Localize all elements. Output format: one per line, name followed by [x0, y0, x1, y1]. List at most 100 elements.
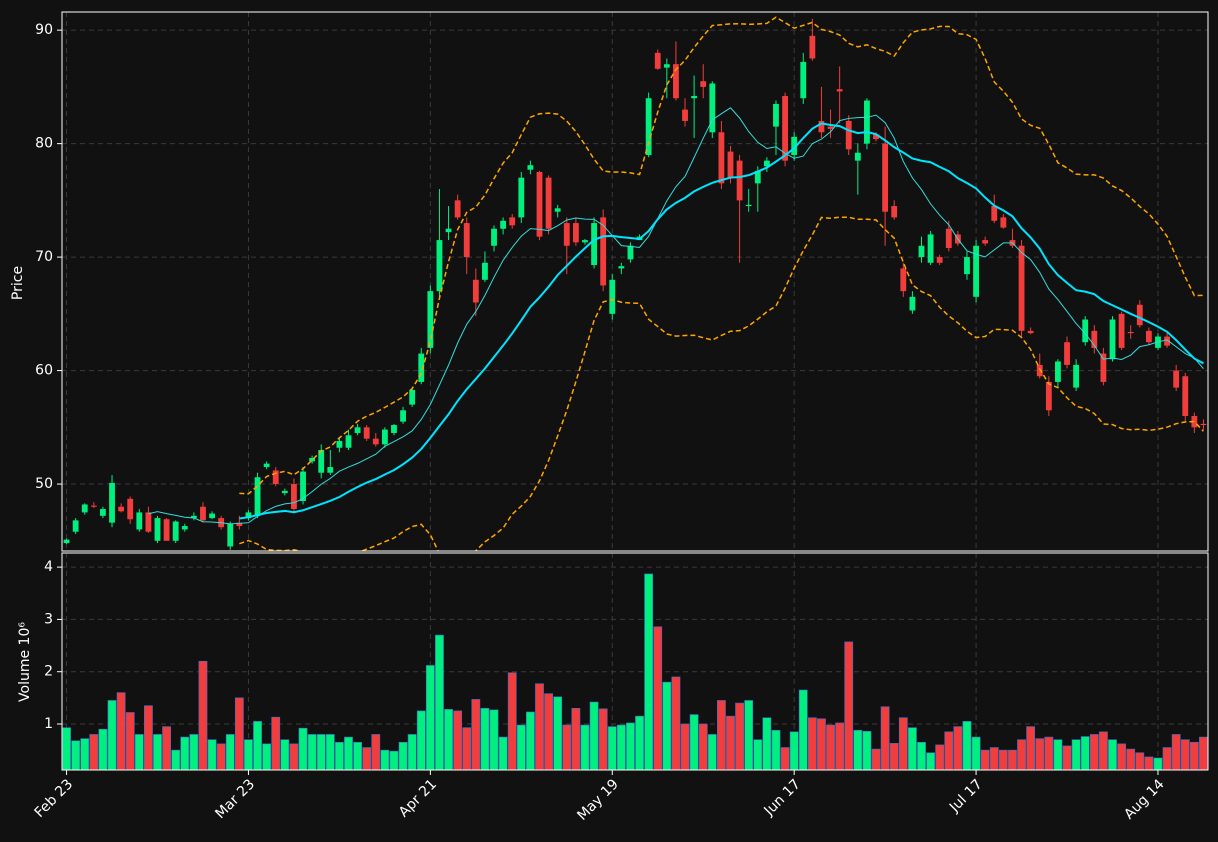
y-tick-label: 80	[35, 136, 53, 152]
volume-bar	[125, 712, 135, 770]
volume-bar	[635, 715, 644, 770]
candle-body	[854, 152, 861, 161]
volume-bar	[589, 701, 599, 770]
volume-bar	[244, 739, 253, 770]
candle-body	[873, 134, 879, 140]
volume-bar	[935, 744, 945, 770]
volume-bar	[498, 736, 508, 770]
volume-bar	[1071, 739, 1081, 770]
candle-body	[673, 64, 679, 99]
price-frame	[61, 11, 1209, 552]
volume-bar	[1126, 748, 1136, 770]
candle-body	[254, 477, 261, 516]
candle-body	[627, 245, 634, 260]
candle-body	[445, 228, 452, 233]
volume-bar	[180, 736, 190, 770]
volume-bar	[826, 724, 835, 770]
candle-body	[600, 217, 607, 286]
volume-axis-label: Volume 10⁶	[17, 622, 33, 702]
candle-body	[1182, 376, 1189, 416]
volume-bar	[680, 723, 690, 770]
candle-body	[973, 245, 979, 297]
volume-bar	[1135, 752, 1145, 770]
candle-body	[181, 526, 188, 530]
volume-bar	[771, 729, 781, 770]
volume-bar	[580, 724, 590, 770]
candle-body	[491, 228, 497, 246]
volume-bar	[316, 734, 326, 770]
candle-body	[800, 61, 807, 99]
candle-body	[100, 509, 106, 516]
candle-body	[209, 513, 215, 519]
candle-body	[90, 505, 97, 507]
candle-body	[827, 126, 834, 129]
candle-body	[1082, 319, 1089, 343]
candle-body	[1127, 331, 1134, 334]
candle-body	[427, 291, 434, 348]
volume-bar	[507, 672, 517, 770]
candle-body	[136, 512, 143, 530]
volume-panel	[62, 573, 1208, 770]
candle-body	[190, 515, 197, 519]
volume-bar	[1108, 739, 1117, 770]
volume-tick-label: 4	[44, 559, 53, 575]
candle-body	[391, 425, 397, 433]
candle-body	[227, 523, 234, 547]
moving-average	[239, 122, 1204, 520]
volume-bar	[107, 700, 117, 770]
candle-body	[909, 296, 916, 311]
candle-body	[418, 353, 425, 382]
volume-bar	[289, 743, 299, 770]
candle-body	[272, 470, 279, 485]
candle-body	[563, 223, 570, 246]
volume-bar	[216, 743, 226, 770]
volume-bar	[880, 706, 890, 770]
candle-body	[745, 204, 752, 207]
candle-body	[845, 120, 852, 150]
volume-bar	[780, 747, 790, 770]
candle-body	[1045, 381, 1052, 411]
volume-bar	[562, 724, 572, 770]
candle-body	[554, 208, 561, 212]
volume-bar	[671, 676, 681, 770]
volume-bar	[253, 721, 262, 770]
y-tick-label: 50	[35, 476, 53, 492]
candle-body	[663, 64, 670, 68]
candle-body	[400, 410, 406, 422]
volume-bar	[435, 634, 444, 770]
candle-body	[782, 95, 788, 161]
volume-bar	[980, 749, 990, 770]
candle-body	[118, 506, 125, 512]
candle-body	[300, 471, 306, 502]
volume-bar	[307, 734, 317, 770]
candle-body	[654, 52, 661, 69]
volume-bar	[425, 665, 435, 770]
volume-bar	[1099, 731, 1108, 770]
volume-bar	[398, 741, 408, 770]
volume-bar	[1189, 741, 1199, 770]
volume-bar	[1017, 739, 1026, 770]
candle-body	[345, 435, 352, 448]
volume-bar	[662, 681, 672, 770]
volume-bar	[798, 689, 808, 770]
candle-body	[709, 83, 716, 133]
y-tick-label: 70	[35, 249, 53, 265]
volume-bar	[1144, 756, 1154, 770]
volume-bar	[62, 727, 71, 770]
candle-body	[591, 223, 597, 266]
volume-tick-label: 1	[44, 716, 53, 732]
volume-bar	[744, 700, 754, 770]
volume-bar	[134, 734, 144, 770]
volume-bar	[98, 728, 108, 770]
volume-bar	[1180, 739, 1190, 770]
bollinger-upper	[239, 16, 1204, 495]
volume-bar	[344, 736, 353, 770]
volume-bar	[325, 734, 335, 770]
volume-bar	[1171, 734, 1181, 770]
candle-body	[163, 519, 170, 541]
candle-body	[1027, 330, 1034, 334]
candle-body	[691, 95, 698, 99]
volume-bar	[362, 747, 372, 770]
volume-bar	[689, 714, 699, 770]
candle-body	[409, 389, 416, 405]
